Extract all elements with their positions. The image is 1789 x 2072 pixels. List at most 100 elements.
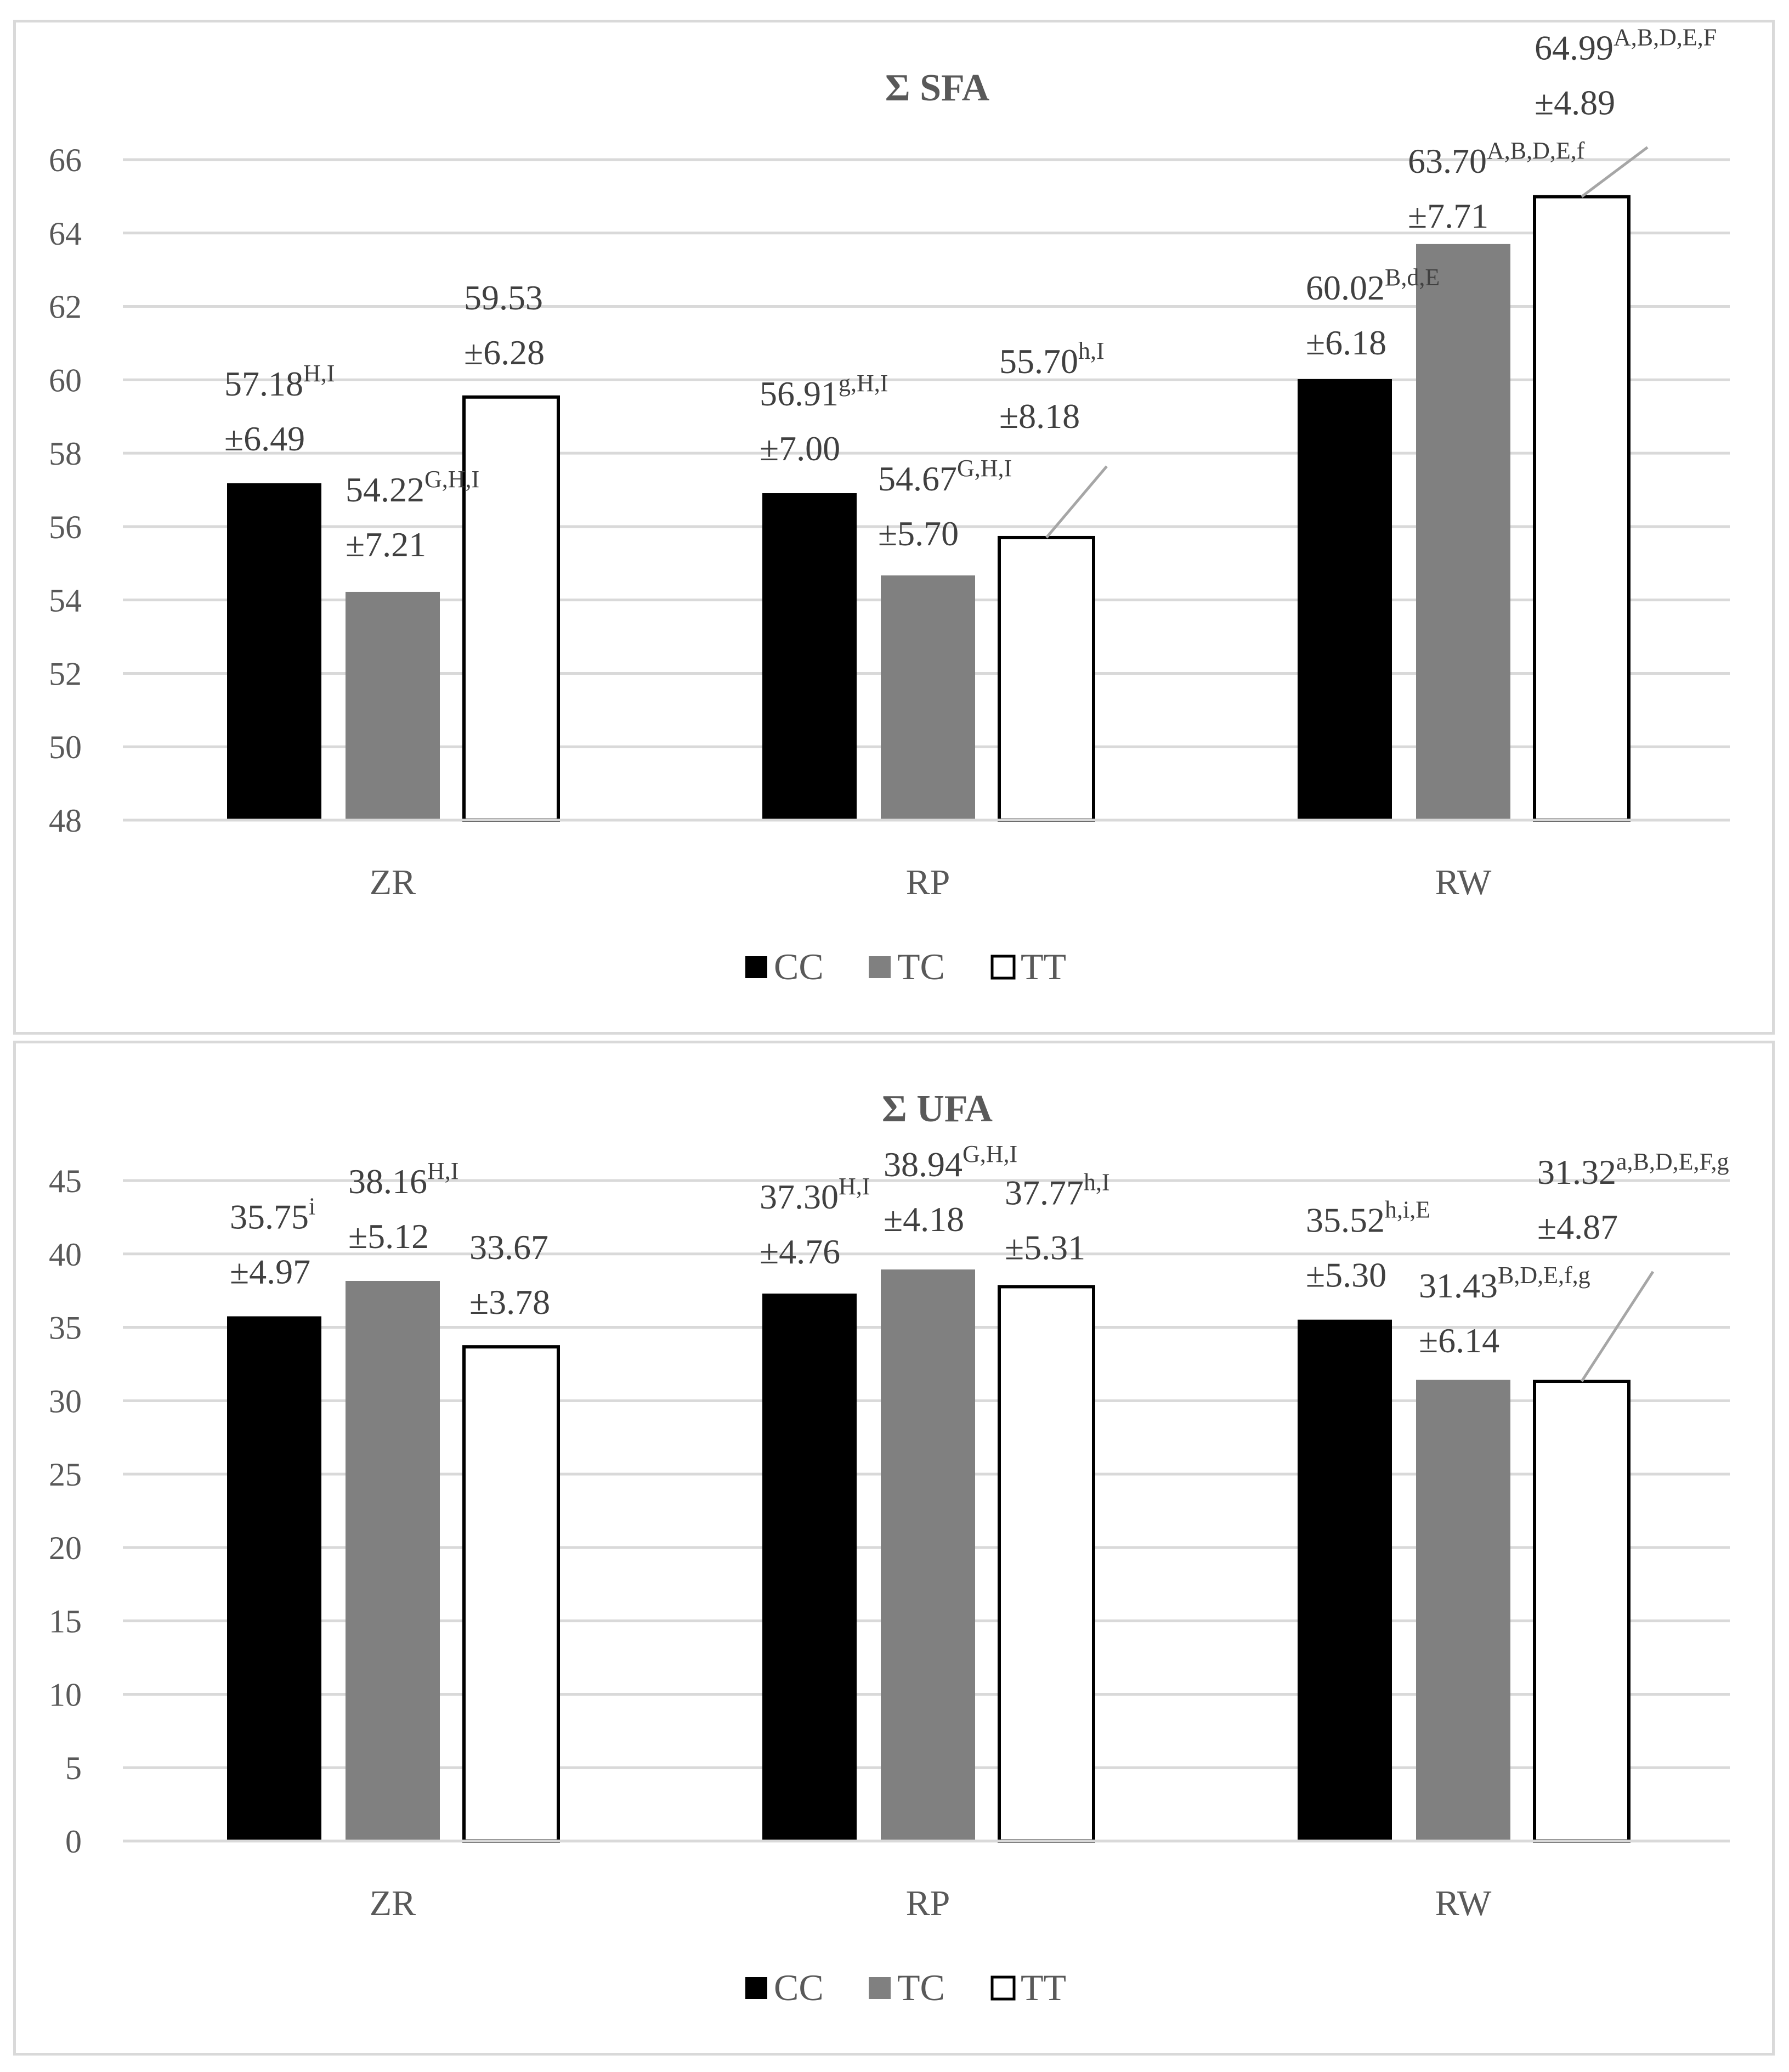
- data-label-sd: ±5.70: [878, 514, 959, 553]
- bar-tc-zr: [346, 1281, 440, 1841]
- y-tick-label: 10: [49, 1676, 82, 1713]
- data-label-sd: ±5.12: [348, 1217, 429, 1256]
- data-label: 37.30H,I: [760, 1173, 870, 1216]
- y-tick-label: 56: [49, 509, 82, 545]
- y-tick-label: 45: [49, 1163, 82, 1199]
- bar-tt-zr: [462, 1345, 560, 1843]
- sfa-chart-panel: Σ SFA 48 50 52 54 56 58 60 62 64 66 ZR RP RW 57.18H,I ±…: [13, 20, 1775, 1035]
- data-label: 60.02B,d,E: [1306, 264, 1440, 307]
- data-label-sd: ±7.00: [760, 429, 840, 468]
- data-label: 31.43B,D,E,f,g: [1419, 1262, 1590, 1305]
- y-tick-label: 66: [49, 142, 82, 178]
- y-tick-label: 40: [49, 1237, 82, 1273]
- x-category-label: RW: [1435, 1883, 1492, 1923]
- bar-tc-zr: [346, 591, 440, 820]
- bar-cc-rw: [1298, 1319, 1392, 1841]
- leader-line: [1045, 465, 1108, 539]
- data-label: 33.67: [469, 1228, 548, 1267]
- legend-label-cc: CC: [774, 1967, 824, 2008]
- data-label-sd: ±4.18: [884, 1200, 964, 1239]
- x-category-label: ZR: [370, 862, 416, 902]
- leader-line: [1581, 146, 1649, 198]
- y-tick-label: 20: [49, 1530, 82, 1566]
- bar-cc-rp: [762, 493, 857, 820]
- legend-label-tt: TT: [1021, 946, 1066, 987]
- bar-tt-zr: [462, 395, 560, 822]
- legend-swatch-tc: [869, 956, 891, 978]
- data-label: 54.22G,H,I: [346, 466, 479, 509]
- legend-label-cc: CC: [774, 946, 824, 987]
- y-tick-label: 35: [49, 1310, 82, 1346]
- ufa-chart-panel: Σ UFA 0 5 10 15 20 25 30 35 40 45 ZR RP RW 35.75i ±4.97…: [13, 1041, 1775, 2056]
- y-tick-label: 62: [49, 289, 82, 325]
- y-tick-label: 15: [49, 1604, 82, 1640]
- bar-cc-rp: [762, 1294, 857, 1841]
- legend-swatch-cc: [745, 956, 767, 978]
- legend-label-tc: TC: [897, 946, 945, 987]
- bar-cc-rw: [1298, 379, 1392, 820]
- data-label-sd: ±5.30: [1306, 1256, 1386, 1295]
- data-label: 56.91g,H,I: [760, 370, 888, 413]
- data-label-sd: ±3.78: [469, 1283, 550, 1322]
- legend-swatch-tt: [990, 955, 1016, 980]
- y-tick-label: 25: [49, 1456, 82, 1493]
- y-tick-label: 48: [49, 803, 82, 839]
- data-label: 35.52h,i,E: [1306, 1196, 1430, 1240]
- data-label-sd: ±6.18: [1306, 323, 1386, 362]
- data-label: 37.77h,I: [1005, 1168, 1110, 1212]
- bar-tt-rp: [998, 535, 1095, 822]
- data-label-sd: ±7.21: [346, 525, 426, 564]
- x-category-label: ZR: [370, 1883, 416, 1923]
- bar-tt-rw: [1533, 1380, 1631, 1843]
- data-label: 31.32a,B,D,E,F,g: [1537, 1148, 1729, 1192]
- data-label-sd: ±8.18: [999, 397, 1080, 436]
- y-tick-label: 52: [49, 656, 82, 692]
- data-label-sd: ±6.14: [1419, 1321, 1499, 1360]
- data-label: 55.70h,I: [999, 337, 1105, 381]
- y-tick-label: 50: [49, 729, 82, 765]
- bar-tc-rp: [881, 575, 975, 820]
- data-label-sd: ±4.97: [230, 1252, 310, 1291]
- y-tick-label: 60: [49, 362, 82, 398]
- y-tick-label: 5: [65, 1750, 82, 1786]
- data-label-sd: ±4.76: [760, 1232, 840, 1271]
- bar-tc-rp: [881, 1269, 975, 1841]
- x-category-label: RP: [906, 1883, 950, 1923]
- bar-tt-rp: [998, 1285, 1095, 1843]
- data-label: 38.94G,H,I: [884, 1141, 1017, 1184]
- leader-line: [1580, 1271, 1655, 1382]
- chart-title: Σ UFA: [882, 1088, 993, 1130]
- legend-swatch-tt: [990, 1975, 1016, 2001]
- data-label: 63.70A,B,D,E,f: [1408, 137, 1585, 180]
- chart-title: Σ SFA: [885, 67, 990, 109]
- y-tick-label: 58: [49, 436, 82, 472]
- bar-cc-zr: [227, 483, 321, 820]
- bar-cc-zr: [227, 1316, 321, 1841]
- data-label: 35.75i: [230, 1193, 315, 1236]
- y-tick-label: 54: [49, 583, 82, 619]
- data-label-sd: ±5.31: [1005, 1228, 1085, 1267]
- legend-swatch-tc: [869, 1977, 891, 1999]
- data-label: 59.53: [464, 278, 543, 317]
- data-label-sd: ±4.87: [1537, 1207, 1618, 1246]
- data-label: 54.67G,H,I: [878, 455, 1012, 498]
- data-label: 57.18H,I: [224, 360, 335, 403]
- data-label-sd: ±4.89: [1535, 83, 1615, 122]
- data-label: 38.16H,I: [348, 1158, 458, 1201]
- x-category-label: RW: [1435, 862, 1492, 902]
- legend-swatch-cc: [745, 1977, 767, 1999]
- data-label-sd: ±6.28: [464, 333, 545, 372]
- y-tick-label: 64: [49, 216, 82, 252]
- y-tick-label: 0: [65, 1823, 82, 1860]
- legend-label-tt: TT: [1021, 1967, 1066, 2008]
- bar-tt-rw: [1533, 195, 1631, 822]
- data-label-sd: ±6.49: [224, 419, 305, 458]
- sfa-chart: Σ SFA 48 50 52 54 56 58 60 62 64 66 ZR RP RW 57.18H,I ±…: [49, 24, 1730, 987]
- bar-tc-rw: [1416, 244, 1510, 820]
- bar-tc-rw: [1416, 1380, 1510, 1841]
- data-label-sd: ±7.71: [1408, 196, 1488, 235]
- data-label: 64.99A,B,D,E,F: [1535, 24, 1717, 67]
- legend-label-tc: TC: [897, 1967, 945, 2008]
- x-category-label: RP: [906, 862, 950, 902]
- ufa-chart: Σ UFA 0 5 10 15 20 25 30 35 40 45 ZR RP RW 35.75i ±4.97…: [49, 1088, 1730, 2008]
